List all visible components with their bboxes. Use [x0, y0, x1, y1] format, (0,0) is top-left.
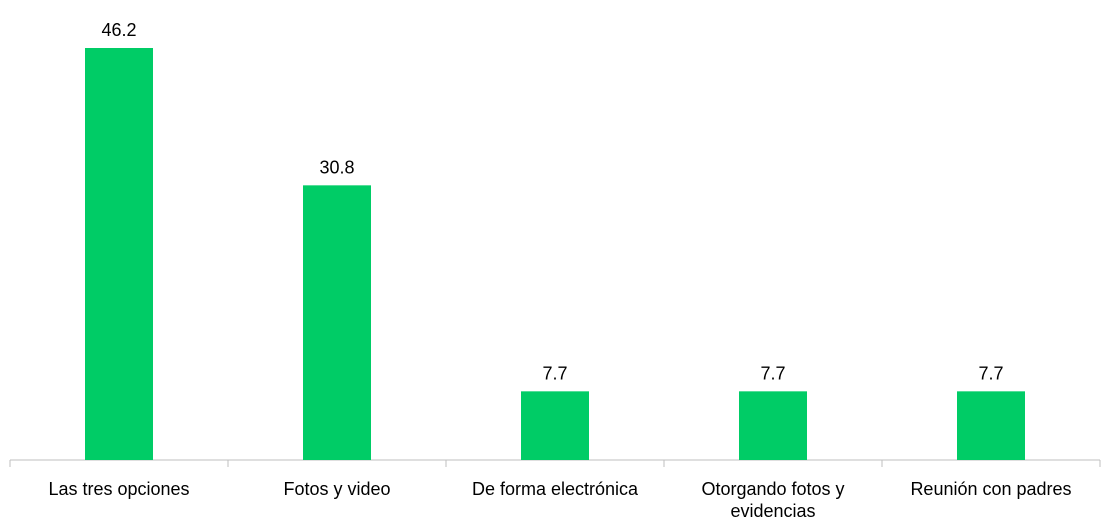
x-tick-label: De forma electrónica	[471, 479, 639, 499]
value-label: 30.8	[319, 157, 354, 177]
value-label: 7.7	[542, 363, 567, 383]
value-label: 46.2	[101, 20, 136, 40]
value-label: 7.7	[760, 363, 785, 383]
bar	[521, 391, 589, 460]
bar	[957, 391, 1025, 460]
bar	[303, 185, 371, 461]
bar	[739, 391, 807, 460]
x-tick-label: Reunión con padres	[910, 479, 1072, 499]
x-tick-label: Otorgando fotos y evidencias	[701, 479, 845, 521]
value-label: 7.7	[978, 363, 1003, 383]
x-tick-label: Fotos y video	[283, 479, 391, 499]
x-tick-label: Las tres opciones	[48, 479, 190, 499]
bar	[85, 48, 153, 460]
